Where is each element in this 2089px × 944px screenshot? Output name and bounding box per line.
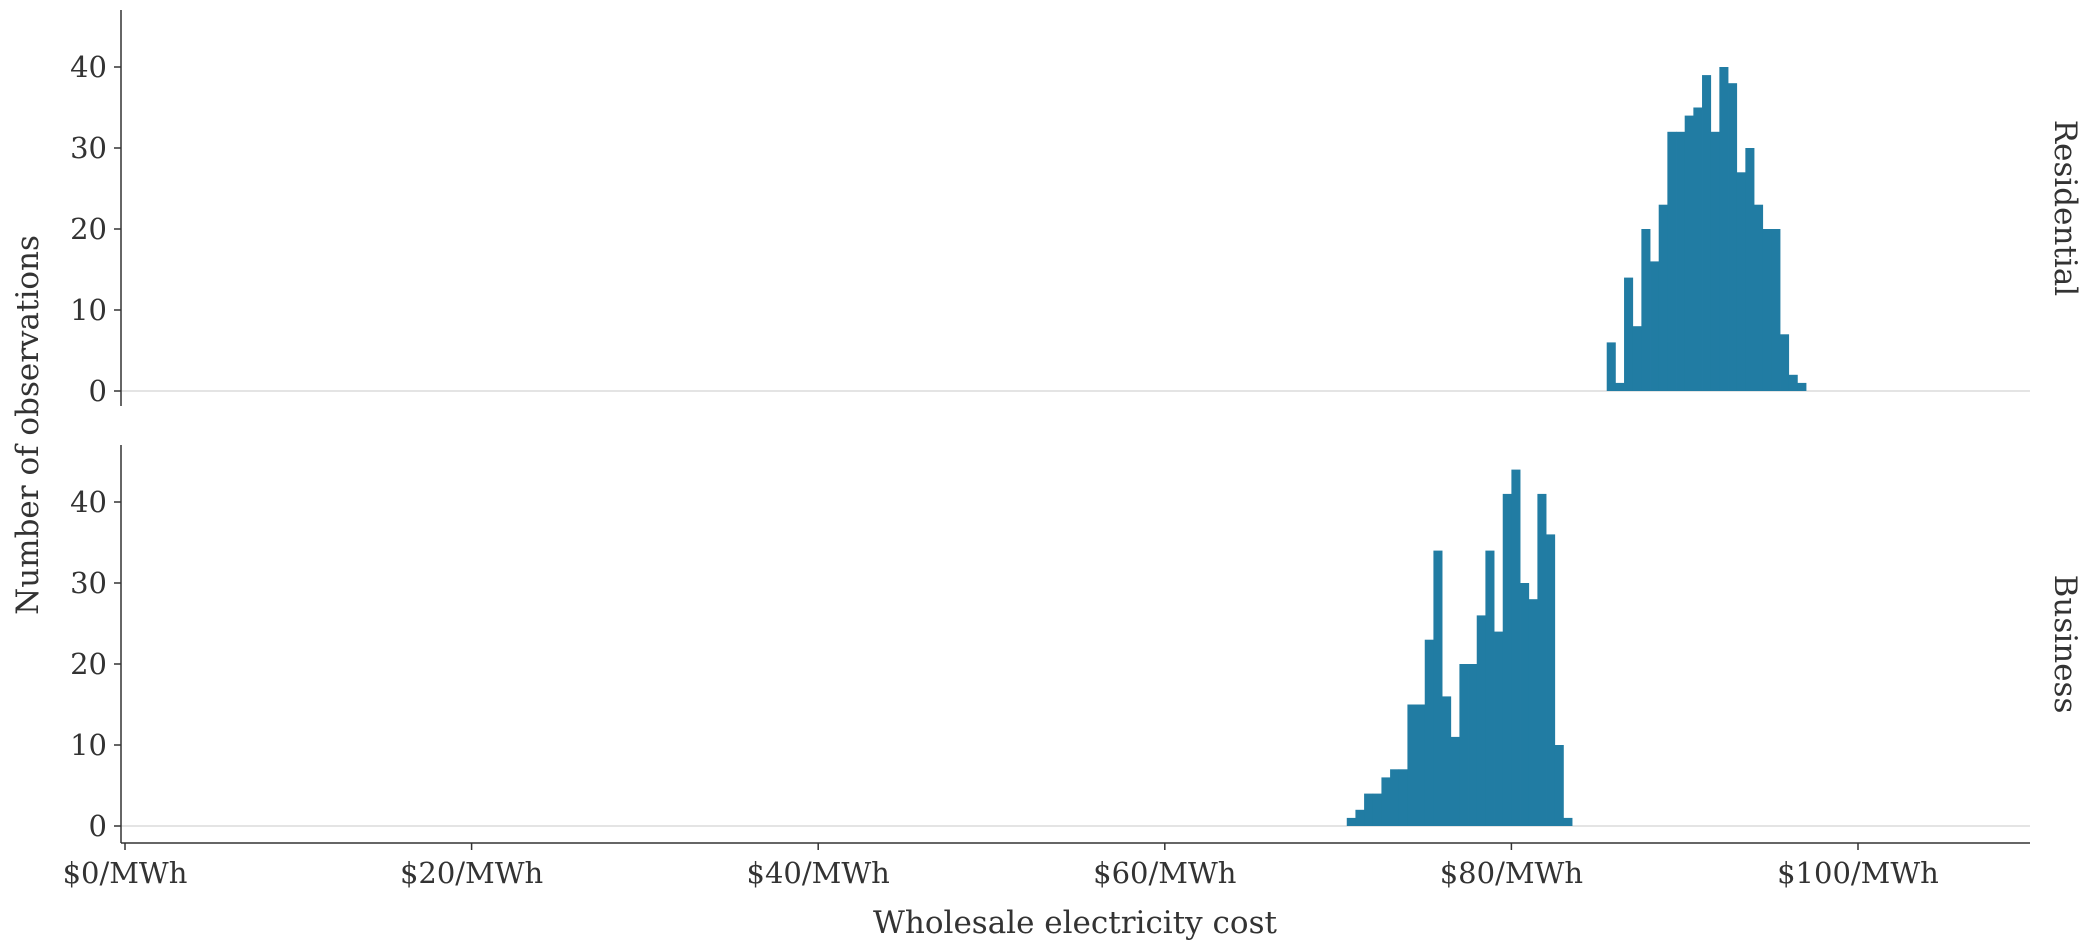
histogram-bar — [1788, 374, 1798, 391]
histogram-bar — [1632, 326, 1642, 391]
histogram-bar — [1364, 793, 1374, 826]
histogram-bar — [1615, 382, 1625, 391]
x-tick-label: $100/MWh — [1777, 856, 1939, 890]
y-tick-label: 20 — [70, 647, 107, 681]
y-tick-label: 10 — [70, 293, 107, 327]
histogram-bar — [1624, 277, 1634, 391]
histogram-bar — [1554, 745, 1564, 826]
histogram-bar — [1485, 550, 1495, 826]
histogram-bar — [1537, 493, 1547, 826]
histogram-bar — [1511, 469, 1521, 826]
histogram-bar — [1433, 550, 1443, 826]
histogram-bar — [1494, 631, 1504, 826]
x-axis: $0/MWh $20/MWh $40/MWh $60/MWh $80/MWh $100/M… — [63, 842, 2030, 890]
x-tick-label: $0/MWh — [63, 856, 188, 890]
x-tick-label: $80/MWh — [1440, 856, 1583, 890]
histogram-bar — [1520, 583, 1530, 826]
histogram-bar — [1398, 769, 1408, 826]
histogram-bar — [1606, 342, 1616, 391]
histogram-bar — [1355, 809, 1365, 826]
histogram-bar — [1546, 534, 1556, 826]
histogram-bar — [1676, 131, 1686, 392]
y-tick-label: 20 — [70, 212, 107, 246]
histogram-bar — [1754, 204, 1764, 391]
histogram-bar — [1424, 639, 1434, 826]
histogram-bar — [1641, 229, 1651, 391]
histogram-bar — [1797, 382, 1807, 391]
y-tick-label: 30 — [70, 131, 107, 165]
y-tick-label: 40 — [70, 485, 107, 519]
histogram-bar — [1468, 664, 1478, 826]
y-tick-label: 40 — [70, 50, 107, 84]
histogram-bar — [1693, 107, 1703, 391]
histogram-bar — [1719, 67, 1729, 391]
facet-residential: 0 10 20 30 40 Residential — [70, 10, 2083, 408]
facet-label: Business — [2047, 575, 2083, 714]
histogram-bar — [1684, 115, 1694, 391]
x-tick-label: $40/MWh — [747, 856, 890, 890]
histogram-bar — [1528, 599, 1538, 826]
x-tick-label: $20/MWh — [400, 856, 543, 890]
histogram-bar — [1381, 777, 1391, 826]
y-axis-title: Number of observations — [10, 235, 46, 615]
y-tick-label: 0 — [89, 809, 107, 843]
histogram-bar — [1771, 229, 1781, 391]
histogram-bar — [1346, 817, 1356, 826]
histogram-bar — [1736, 172, 1746, 391]
histogram-bar — [1650, 261, 1660, 391]
facet-business: 0 10 20 30 40 Business — [70, 445, 2083, 843]
histogram-bar — [1762, 229, 1772, 391]
histogram-bar — [1667, 131, 1677, 392]
y-tick-label: 10 — [70, 728, 107, 762]
histogram-bar — [1416, 704, 1426, 826]
histogram-bar — [1728, 83, 1738, 391]
histogram-bar — [1658, 204, 1668, 391]
histogram-bar — [1745, 148, 1755, 391]
histogram-bar — [1702, 75, 1712, 391]
histogram-bar — [1459, 664, 1469, 826]
histogram-bar — [1442, 696, 1452, 826]
x-axis-title: Wholesale electricity cost — [873, 905, 1277, 941]
histogram-bar — [1502, 493, 1512, 826]
y-tick-label: 0 — [89, 374, 107, 408]
x-tick-label: $60/MWh — [1093, 856, 1236, 890]
histogram-bar — [1476, 615, 1486, 826]
histogram-bar — [1407, 704, 1417, 826]
histogram-bar — [1450, 736, 1460, 826]
histogram-bar — [1390, 769, 1400, 826]
facet-label: Residential — [2047, 120, 2083, 296]
histogram-bar — [1563, 817, 1573, 826]
histogram-bar — [1710, 131, 1720, 392]
y-tick-label: 30 — [70, 566, 107, 600]
histogram-bar — [1780, 334, 1790, 391]
histogram-bar — [1372, 793, 1382, 826]
facets: 0 10 20 30 40 Residential 0 10 20 30 40 Business — [70, 10, 2083, 843]
